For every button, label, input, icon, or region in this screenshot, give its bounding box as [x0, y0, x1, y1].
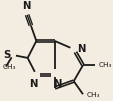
Text: N: N	[76, 44, 85, 54]
Text: N: N	[29, 79, 38, 89]
Text: N: N	[53, 79, 61, 89]
Text: CH₃: CH₃	[86, 92, 99, 98]
Text: N: N	[22, 1, 31, 11]
Text: CH₃: CH₃	[98, 62, 111, 68]
Text: CH₃: CH₃	[3, 64, 16, 70]
Text: S: S	[3, 50, 11, 60]
